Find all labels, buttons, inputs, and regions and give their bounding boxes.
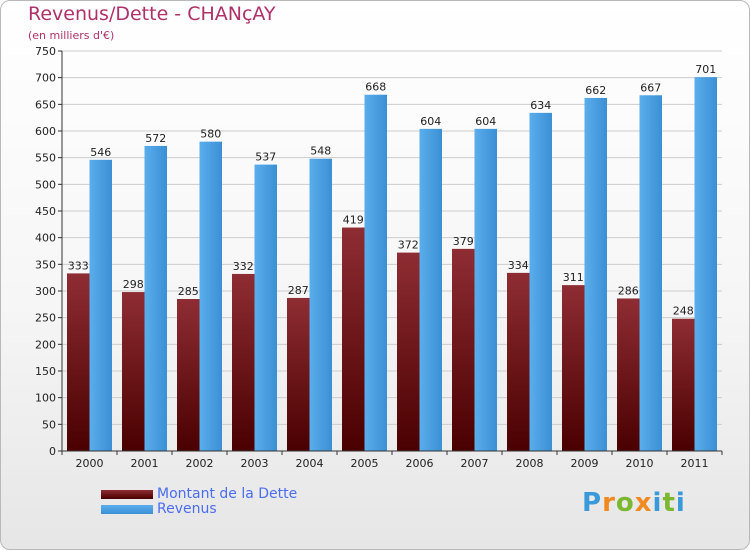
y-tick-label: 50 — [42, 418, 56, 431]
x-tick-label: 2005 — [351, 457, 379, 470]
bar-dette — [122, 292, 145, 451]
legend-swatch-dette — [101, 490, 153, 499]
bar-revenus — [694, 77, 717, 451]
value-label-dette: 333 — [68, 259, 89, 272]
value-label-dette: 419 — [343, 214, 364, 227]
logo-letter: i — [652, 488, 663, 518]
value-label-revenus: 548 — [310, 145, 331, 158]
logo-letter: P — [582, 488, 603, 518]
bar-dette — [397, 252, 420, 451]
value-label-revenus: 662 — [585, 84, 606, 97]
value-label-dette: 334 — [508, 259, 529, 272]
bar-dette — [672, 318, 695, 451]
x-tick-label: 2000 — [76, 457, 104, 470]
value-label-dette: 285 — [178, 285, 199, 298]
bar-dette — [617, 298, 640, 451]
x-tick-label: 2008 — [516, 457, 544, 470]
logo-letter: t — [662, 488, 676, 518]
value-label-dette: 287 — [288, 284, 309, 297]
value-label-dette: 379 — [453, 235, 474, 248]
value-label-dette: 332 — [233, 260, 254, 273]
proxiti-logo: Proxiti — [582, 488, 686, 518]
y-tick-label: 100 — [35, 392, 56, 405]
value-label-revenus: 537 — [255, 151, 276, 164]
y-tick-label: 350 — [35, 258, 56, 271]
logo-letter: o — [615, 488, 635, 518]
value-label-dette: 372 — [398, 239, 419, 252]
bar-dette — [177, 299, 200, 451]
value-label-revenus: 701 — [695, 63, 716, 76]
bar-revenus — [254, 164, 277, 451]
bar-revenus — [309, 158, 332, 451]
bar-dette — [507, 272, 530, 451]
x-tick-label: 2007 — [461, 457, 489, 470]
bar-dette — [452, 248, 475, 451]
x-tick-label: 2003 — [241, 457, 269, 470]
y-tick-label: 550 — [35, 152, 56, 165]
value-label-dette: 286 — [618, 284, 639, 297]
logo-letter: i — [675, 488, 686, 518]
y-tick-label: 500 — [35, 178, 56, 191]
x-tick-label: 2004 — [296, 457, 324, 470]
bar-revenus — [529, 112, 552, 451]
value-label-revenus: 546 — [90, 146, 111, 159]
legend-label-revenus: Revenus — [157, 501, 217, 517]
x-tick-label: 2009 — [571, 457, 599, 470]
value-label-dette: 298 — [123, 278, 144, 291]
y-tick-label: 450 — [35, 205, 56, 218]
y-tick-label: 150 — [35, 365, 56, 378]
y-tick-label: 200 — [35, 338, 56, 351]
y-tick-label: 650 — [35, 98, 56, 111]
axes: 0 50 100 150 200 250 300 350 400 450 500 550 600 650 7… — [35, 45, 723, 470]
x-tick-label: 2002 — [186, 457, 214, 470]
y-tick-label: 600 — [35, 125, 56, 138]
value-label-revenus: 604 — [420, 115, 441, 128]
y-tick-label: 0 — [49, 445, 56, 458]
logo-letter: x — [634, 488, 653, 518]
value-label-revenus: 572 — [145, 132, 166, 145]
x-tick-label: 2010 — [626, 457, 654, 470]
bar-dette — [67, 273, 90, 451]
y-tick-label: 300 — [35, 285, 56, 298]
value-label-revenus: 667 — [640, 81, 661, 94]
y-tick-label: 400 — [35, 232, 56, 245]
bar-revenus — [474, 128, 497, 451]
y-tick-label: 250 — [35, 312, 56, 325]
bar-dette — [342, 227, 365, 451]
bar-dette — [562, 285, 585, 451]
bars: 333 546 298 572 285 580 332 537 287 548 419 668 372 6… — [67, 63, 717, 452]
x-tick-label: 2011 — [681, 457, 709, 470]
legend-swatch-revenus — [101, 505, 153, 514]
bar-revenus — [144, 145, 167, 451]
bar-revenus — [89, 159, 112, 452]
bar-dette — [287, 297, 310, 451]
value-label-dette: 248 — [673, 305, 694, 318]
bar-revenus — [584, 97, 607, 451]
bar-dette — [232, 273, 255, 451]
logo-letter: r — [602, 488, 616, 518]
value-label-revenus: 634 — [530, 99, 551, 112]
grid-lines — [62, 50, 722, 425]
value-label-revenus: 580 — [200, 128, 221, 141]
bar-revenus — [364, 94, 387, 451]
bar-revenus — [419, 128, 442, 451]
value-label-revenus: 668 — [365, 81, 386, 94]
chart-subtitle: (en milliers d'€) — [28, 29, 115, 42]
bar-revenus — [199, 141, 222, 451]
value-label-revenus: 604 — [475, 115, 496, 128]
x-tick-label: 2001 — [131, 457, 159, 470]
legend-label-dette: Montant de la Dette — [157, 486, 298, 502]
value-label-dette: 311 — [563, 271, 584, 284]
bar-revenus — [639, 95, 662, 452]
chart-title: Revenus/Dette - CHANçAY — [28, 3, 276, 25]
x-tick-label: 2006 — [406, 457, 434, 470]
y-tick-label: 700 — [35, 72, 56, 85]
y-tick-label: 750 — [35, 45, 56, 58]
